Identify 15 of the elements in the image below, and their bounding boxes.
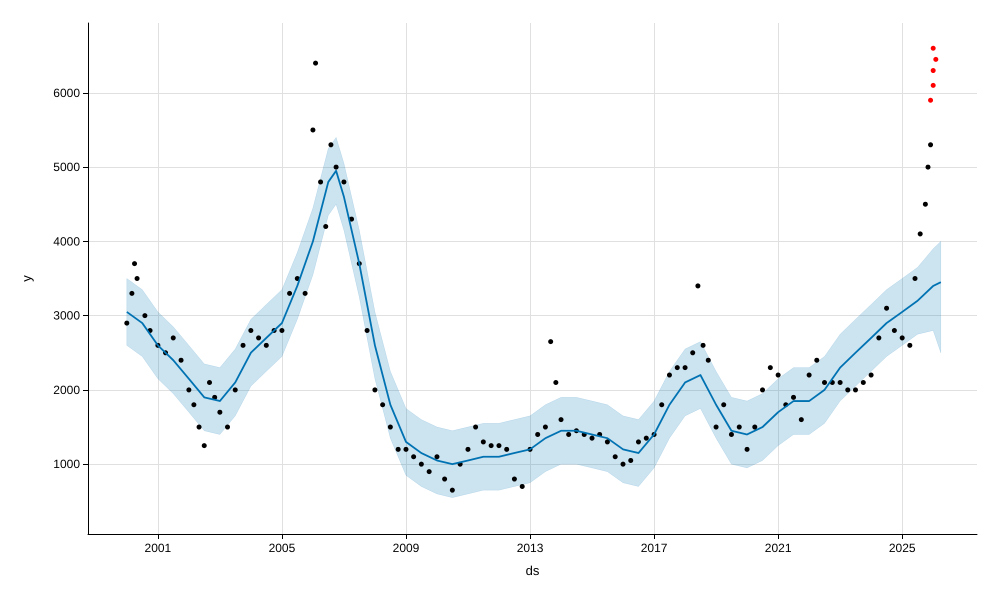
x-tick-label: 2017 <box>640 541 668 555</box>
y-tick-label: 5000 <box>53 160 80 174</box>
x-tick-label: 2013 <box>516 541 544 555</box>
y-tick-label: 1000 <box>53 457 80 472</box>
x-axis-title: ds <box>526 563 540 578</box>
x-tick-label: 2009 <box>392 541 420 555</box>
y-tick-label: 3000 <box>53 308 80 323</box>
y-tick-label: 2000 <box>53 382 80 397</box>
y-tick-label: 4000 <box>53 234 80 248</box>
y-axis-title: y <box>19 274 34 282</box>
x-tick-label: 2005 <box>268 541 296 555</box>
x-tick-label: 2021 <box>764 541 792 555</box>
x-tick-label: 2025 <box>888 541 916 555</box>
y-tick-label: 6000 <box>53 86 80 100</box>
x-tick-label: 2001 <box>144 541 172 555</box>
